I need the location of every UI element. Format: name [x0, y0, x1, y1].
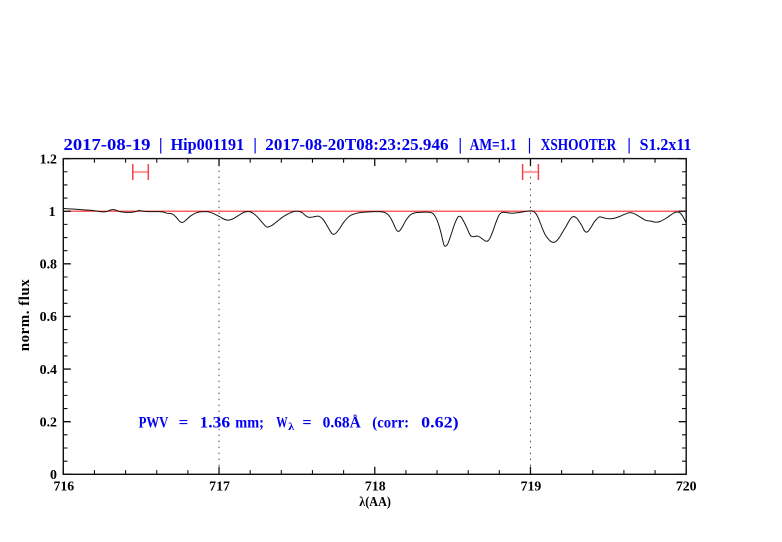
svg-text:XSHOOTER: XSHOOTER [541, 135, 617, 154]
svg-text:|: | [458, 135, 462, 154]
svg-text:|: | [159, 135, 163, 154]
svg-text:=: = [302, 415, 311, 432]
svg-text:λ(AA): λ(AA) [359, 494, 391, 510]
svg-text:|: | [253, 135, 257, 154]
svg-text:716: 716 [53, 479, 74, 494]
svg-text:1.2: 1.2 [40, 152, 57, 167]
svg-text:2017-08-20T08:23:25.946: 2017-08-20T08:23:25.946 [265, 135, 448, 154]
svg-text:0.8: 0.8 [40, 258, 57, 273]
svg-text:λ: λ [288, 422, 295, 433]
svg-text:0.2: 0.2 [40, 415, 57, 430]
svg-text:S1.2x11: S1.2x11 [640, 135, 692, 154]
svg-text:W: W [276, 415, 288, 432]
svg-text:0.62): 0.62) [421, 415, 458, 432]
svg-text:Hip001191: Hip001191 [171, 135, 245, 154]
svg-text:(corr:: (corr: [372, 415, 409, 432]
svg-text:720: 720 [676, 479, 697, 494]
svg-text:=: = [179, 415, 189, 432]
svg-text:0.4: 0.4 [40, 363, 57, 378]
svg-text:0.6: 0.6 [40, 310, 57, 325]
svg-text:718: 718 [365, 479, 386, 494]
svg-text:0.68Å: 0.68Å [323, 414, 362, 432]
svg-text:717: 717 [209, 479, 230, 494]
svg-text:|: | [627, 135, 631, 154]
svg-text:1: 1 [49, 205, 56, 220]
svg-text:2017-08-19: 2017-08-19 [64, 135, 151, 154]
svg-text:mm;: mm; [235, 415, 264, 432]
svg-text:|: | [528, 135, 532, 154]
svg-text:norm. flux: norm. flux [17, 279, 33, 352]
svg-text:AM=1.1: AM=1.1 [470, 135, 517, 154]
svg-text:719: 719 [521, 479, 542, 494]
svg-text:1.36: 1.36 [200, 415, 231, 432]
svg-text:PWV: PWV [139, 415, 169, 432]
svg-text:0: 0 [50, 468, 57, 483]
